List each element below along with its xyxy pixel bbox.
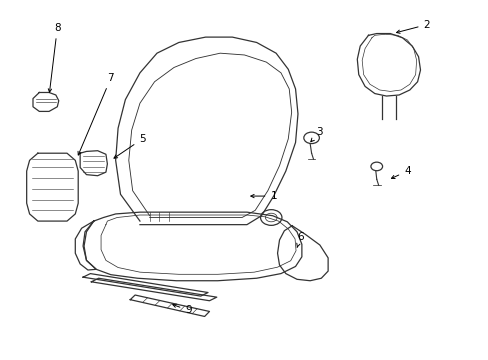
Text: 5: 5 — [114, 134, 145, 158]
Text: 9: 9 — [172, 304, 191, 315]
Text: 2: 2 — [396, 19, 429, 33]
Text: 8: 8 — [48, 23, 61, 92]
Text: 6: 6 — [296, 232, 303, 248]
Text: 7: 7 — [78, 73, 114, 155]
Text: 4: 4 — [391, 166, 410, 179]
Text: 1: 1 — [250, 191, 276, 201]
Text: 3: 3 — [310, 127, 323, 142]
